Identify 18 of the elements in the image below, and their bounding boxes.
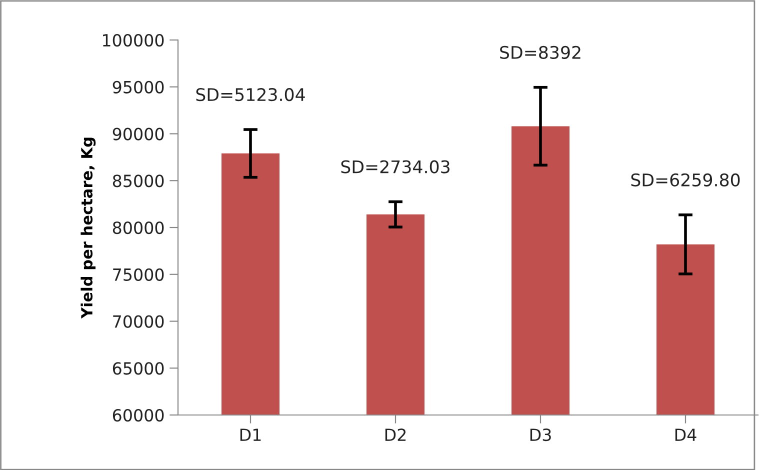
x-tick-label: D4: [675, 428, 696, 441]
y-tick-label: 75000: [113, 268, 164, 281]
x-tick-label: D3: [530, 428, 551, 442]
y-tick-label: 60000: [112, 408, 164, 422]
y-tick-label: 85000: [112, 174, 164, 188]
y-tick-label: 70000: [113, 315, 164, 328]
annotation: SD=6259.80: [631, 173, 740, 186]
x-tick-label: D2: [385, 428, 406, 441]
y-axis-title: Yield per hectare, Kg: [80, 138, 96, 319]
annotation: SD=2734.03: [341, 160, 450, 174]
y-tick-label: 100000: [103, 34, 164, 47]
y-tick-label: 65000: [112, 362, 164, 375]
y-tick-label: 90000: [112, 128, 164, 140]
annotation: SD=8392: [500, 46, 580, 59]
x-tick-label: D1: [240, 428, 261, 441]
annotation: SD=5123.04: [196, 88, 305, 102]
y-tick-label: 95000: [112, 80, 164, 94]
y-tick-label: 80000: [112, 221, 164, 234]
